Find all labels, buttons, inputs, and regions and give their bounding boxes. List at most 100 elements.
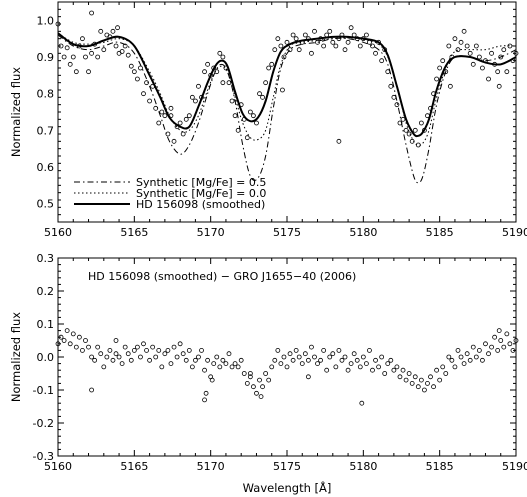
data-point [122, 43, 128, 49]
data-point [269, 364, 275, 370]
data-point [220, 54, 226, 60]
data-point [330, 351, 336, 357]
data-point [425, 380, 430, 386]
data-point [278, 361, 284, 367]
data-point [263, 80, 269, 86]
data-point [55, 341, 61, 347]
data-point [513, 338, 519, 343]
x-axis-label: Wavelength [Å] [243, 480, 332, 495]
data-point [125, 52, 131, 58]
x-tick-label: 5180 [349, 460, 377, 473]
data-point [55, 21, 61, 27]
data-point [229, 98, 235, 104]
data-point [196, 354, 201, 360]
data-point [174, 354, 180, 360]
y-tick-label: 0.5 [37, 198, 55, 211]
data-point [235, 127, 241, 133]
data-point [263, 371, 269, 376]
data-point [76, 43, 82, 49]
data-point [98, 351, 104, 357]
y-tick-label: 1.0 [37, 14, 55, 27]
data-point [504, 331, 510, 337]
data-point [415, 142, 421, 148]
data-point [367, 39, 372, 45]
data-point [501, 47, 507, 53]
x-tick-label: 5190 [502, 226, 527, 239]
data-point [379, 58, 385, 64]
data-point [113, 351, 119, 357]
y-tick-label: 0.6 [37, 161, 55, 174]
data-point [357, 43, 363, 49]
data-point [501, 344, 507, 350]
data-point [492, 61, 498, 67]
data-point [229, 364, 235, 370]
data-point [189, 364, 195, 370]
data-point [80, 36, 85, 42]
data-point [76, 334, 82, 340]
data-point [354, 357, 360, 363]
data-point [336, 138, 342, 144]
data-point [70, 331, 76, 337]
data-point [247, 371, 253, 376]
data-point [89, 387, 94, 393]
data-point [192, 98, 198, 104]
data-point [226, 80, 232, 86]
data-point [498, 338, 504, 343]
data-point [144, 80, 149, 86]
data-point [428, 374, 433, 380]
data-point [486, 76, 491, 82]
data-point [281, 354, 287, 360]
data-point [141, 91, 146, 97]
data-point [131, 347, 137, 353]
data-point [272, 357, 278, 363]
data-point [119, 361, 125, 367]
y-tick-label: -0.3 [33, 450, 54, 463]
top-curves [57, 32, 517, 184]
data-point [305, 36, 311, 42]
data-point [171, 138, 177, 144]
data-point [174, 124, 180, 130]
data-point [496, 328, 502, 334]
data-point [165, 131, 171, 137]
data-point [296, 354, 302, 360]
data-point [134, 344, 140, 350]
series-line-hd156098 [57, 32, 517, 138]
data-point [480, 357, 485, 363]
data-point [446, 43, 452, 49]
data-point [290, 357, 296, 363]
data-point [211, 361, 217, 367]
data-point [153, 105, 159, 111]
x-tick-label: 5165 [120, 226, 148, 239]
data-point [73, 344, 79, 350]
data-point [315, 361, 320, 367]
data-point [119, 49, 125, 54]
x-tick-label: 5165 [120, 460, 148, 473]
data-point [299, 39, 305, 45]
data-point [302, 351, 308, 357]
data-point [183, 357, 189, 363]
data-point [177, 120, 183, 126]
data-point [409, 138, 415, 144]
data-point [165, 347, 171, 353]
data-point [431, 91, 436, 97]
data-point [269, 61, 275, 67]
data-point [507, 43, 513, 49]
data-point [58, 43, 64, 49]
data-point [86, 344, 91, 350]
data-point [89, 354, 94, 360]
data-point [110, 357, 116, 363]
data-point [235, 364, 241, 370]
data-point [257, 377, 262, 383]
x-tick-label: 5170 [197, 460, 225, 473]
y-tick-label: 0.8 [37, 88, 55, 101]
data-point [495, 69, 501, 75]
data-point [370, 43, 375, 49]
bottom-plot-frame [57, 257, 517, 457]
data-point [159, 109, 165, 115]
y-tick-label: 0.0 [37, 351, 55, 364]
data-point [266, 377, 272, 383]
data-point [492, 334, 498, 340]
data-point [513, 50, 519, 56]
data-point [376, 39, 382, 45]
series-line-mgfe05 [57, 34, 517, 184]
